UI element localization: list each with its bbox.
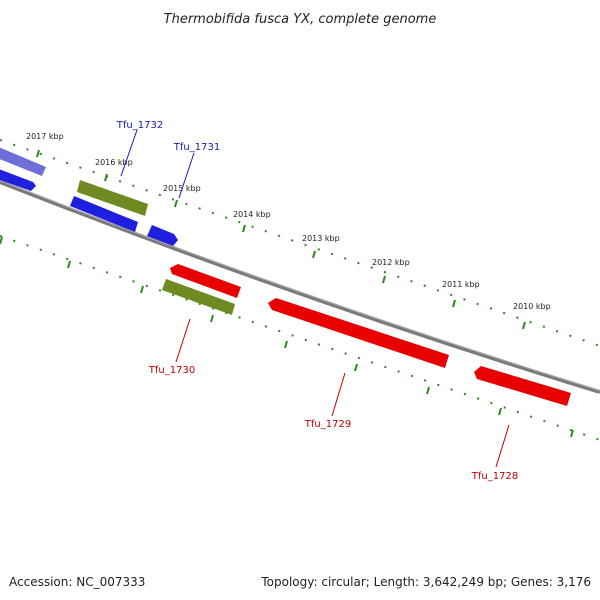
major-tick xyxy=(104,173,108,182)
major-tick xyxy=(140,285,144,294)
major-tick xyxy=(312,250,316,259)
major-tick xyxy=(426,386,430,395)
scale-tick-label: 2017 kbp xyxy=(26,132,64,141)
reverse-gene-arrow[interactable] xyxy=(268,298,449,368)
reverse-gene-arrow[interactable] xyxy=(170,264,241,298)
gene-label-leader xyxy=(120,129,138,177)
gene-label-tfu-1731[interactable]: Tfu_1731 xyxy=(173,142,220,153)
major-tick xyxy=(522,321,526,330)
major-tick xyxy=(284,340,288,349)
forward-gene-arrow[interactable] xyxy=(0,168,36,191)
forward-gene-arrow[interactable] xyxy=(70,196,138,232)
gene-label-leader xyxy=(175,318,191,363)
major-tick xyxy=(67,260,71,269)
inner-tick-ring xyxy=(0,235,600,441)
major-tick xyxy=(242,224,246,233)
forward-gene-arrow-faded[interactable] xyxy=(0,146,46,176)
scale-tick-label: 2010 kbp xyxy=(513,302,551,311)
major-tick xyxy=(570,429,574,438)
scale-tick-label: 2013 kbp xyxy=(302,234,340,243)
gene-label-tfu-1729[interactable]: Tfu_1729 xyxy=(304,419,351,430)
rna-feature[interactable] xyxy=(162,279,235,315)
gene-label-tfu-1730[interactable]: Tfu_1730 xyxy=(148,365,195,376)
accession-text: Accession: NC_007333 xyxy=(9,575,145,589)
gene-label-leader xyxy=(178,152,195,199)
scale-tick-label: 2012 kbp xyxy=(372,258,410,267)
major-tick xyxy=(452,299,456,308)
genome-backbone xyxy=(0,180,600,394)
major-tick xyxy=(210,314,214,323)
major-tick xyxy=(498,407,502,416)
major-ticks xyxy=(0,149,574,438)
major-tick xyxy=(36,149,40,158)
scale-tick-label: 2011 kbp xyxy=(442,280,480,289)
rna-feature[interactable] xyxy=(77,180,148,216)
major-tick xyxy=(0,236,3,245)
gene-label-tfu-1728[interactable]: Tfu_1728 xyxy=(471,471,518,482)
map-title: Thermobifida fusca YX, complete genome xyxy=(164,12,437,27)
genome-backbone-highlight xyxy=(0,180,600,391)
gene-label-tfu-1732[interactable]: Tfu_1732 xyxy=(116,120,163,131)
major-tick xyxy=(354,363,358,372)
gene-label-leader xyxy=(495,424,510,468)
major-tick xyxy=(382,275,386,284)
forward-gene-arrow[interactable] xyxy=(147,225,178,246)
scale-tick-label: 2014 kbp xyxy=(233,210,271,219)
genome-summary-text: Topology: circular; Length: 3,642,249 bp… xyxy=(260,575,591,589)
scale-tick-label: 2016 kbp xyxy=(95,158,133,167)
major-tick xyxy=(174,199,178,208)
gene-label-leader xyxy=(331,372,346,417)
reverse-gene-arrow[interactable] xyxy=(474,366,571,406)
